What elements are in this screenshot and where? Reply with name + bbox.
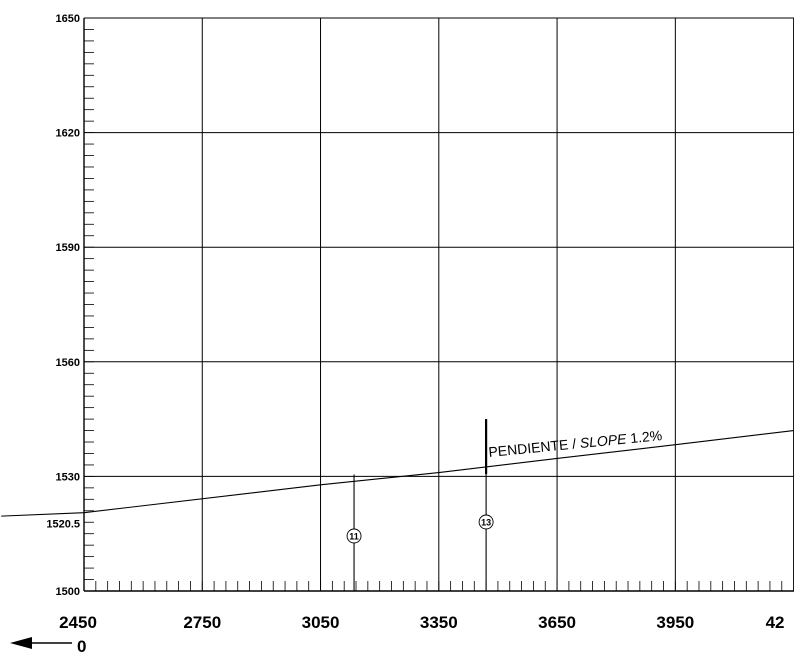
x-tick-label-3650: 3650 [538, 613, 576, 632]
marker-circle [478, 514, 494, 530]
x-tick-label-3950: 3950 [656, 613, 694, 632]
marker-13: 13 [478, 419, 494, 591]
y-tick-label-1590: 1590 [56, 242, 80, 254]
slope-prefix: PENDIENTE / [488, 435, 581, 460]
slope-annotation: PENDIENTE / SLOPE 1.2% [488, 427, 663, 460]
marker-circle [346, 528, 362, 544]
y-tick-label-1530: 1530 [56, 471, 80, 483]
x-tick-label-2750: 2750 [183, 613, 221, 632]
x-tick-label-4250: 42 [766, 613, 785, 632]
x-minor-ticks [83, 581, 783, 591]
profile-line [1, 430, 794, 517]
slope-italic: SLOPE [579, 430, 628, 451]
x-tick-label-3050: 3050 [302, 613, 340, 632]
y-tick-labels: 1500 1530 1560 1590 1620 1650 [56, 13, 80, 598]
x-tick-label-3350: 3350 [420, 613, 458, 632]
y-tick-label-1560: 1560 [56, 357, 80, 369]
origin-label: 0 [77, 637, 86, 656]
x-tick-labels: 2450 2750 3050 3350 3650 3950 42 [59, 613, 784, 632]
origin-indicator: 0 [10, 637, 86, 656]
markers: 11 13 [346, 419, 494, 591]
y-tick-label-1650: 1650 [56, 13, 80, 25]
left-arrow-icon [10, 637, 32, 649]
grid [84, 17, 794, 592]
y-extra-label: 1520.5 [46, 519, 80, 531]
marker-label: 13 [481, 518, 491, 528]
y-minor-ticks [84, 17, 94, 592]
slope-value: 1.2% [626, 427, 663, 446]
marker-11: 11 [346, 474, 362, 591]
marker-label: 11 [349, 532, 359, 542]
y-axis [83, 18, 794, 592]
y-tick-label-1500: 1500 [56, 586, 80, 598]
x-tick-label-2450: 2450 [59, 613, 97, 632]
y-tick-label-1620: 1620 [56, 128, 80, 140]
